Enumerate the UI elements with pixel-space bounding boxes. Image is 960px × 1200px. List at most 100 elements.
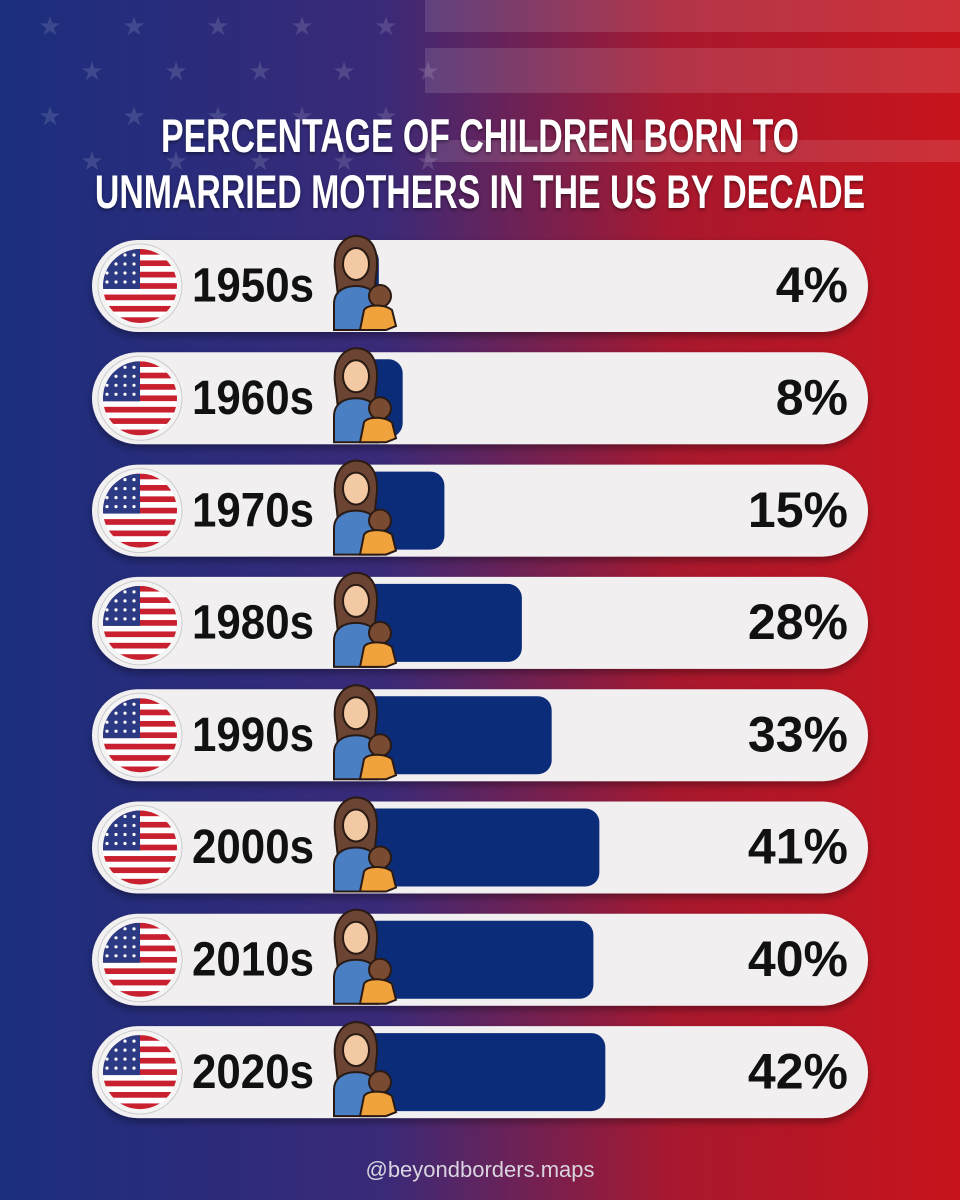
flag-star — [123, 590, 127, 594]
flag-star — [132, 496, 136, 500]
flag-stripe — [103, 861, 177, 868]
flag-star — [114, 392, 118, 396]
flag-star — [123, 262, 127, 266]
flag-stripe — [103, 962, 177, 969]
flag-star — [105, 392, 109, 396]
flag-stripe — [103, 317, 177, 323]
flag-star — [132, 729, 136, 733]
flag-stripe — [103, 766, 177, 773]
mother-icon — [333, 571, 398, 668]
child-body — [358, 529, 398, 556]
mother-icon — [333, 347, 398, 444]
child-head — [368, 396, 392, 421]
flag-star — [114, 505, 118, 509]
flag-stripe — [103, 412, 177, 419]
star: ★ — [38, 11, 61, 41]
flag-star — [114, 383, 118, 387]
face — [342, 247, 370, 281]
flag — [97, 243, 183, 329]
flag-star — [132, 702, 136, 706]
star: ★ — [290, 11, 313, 41]
flag-star — [132, 487, 136, 491]
face — [342, 583, 370, 618]
star: ★ — [206, 11, 229, 41]
flag-stripe — [103, 1103, 177, 1110]
value-label: 8% — [776, 370, 848, 426]
flag-star — [114, 936, 118, 940]
bar — [355, 808, 600, 887]
child-body — [358, 641, 398, 668]
flag-star — [105, 945, 109, 949]
flag-stripe — [103, 878, 177, 885]
value-label: 42% — [748, 1043, 848, 1099]
flag-star — [132, 271, 136, 275]
category-label: 1960s — [192, 372, 314, 425]
flag-star — [123, 487, 127, 491]
row-pill — [92, 352, 868, 445]
child-head — [368, 733, 392, 758]
flag-stripe — [103, 974, 177, 981]
bar — [355, 583, 522, 662]
flag-stripe — [103, 429, 177, 436]
child-head — [368, 284, 392, 308]
flag-stripe — [103, 1074, 177, 1081]
flag-stripe — [103, 749, 177, 756]
flag-star — [114, 496, 118, 500]
mother-icon — [333, 234, 398, 331]
flag-star — [123, 729, 127, 733]
flag-stripe — [103, 648, 177, 655]
flag-star — [105, 383, 109, 387]
bar — [355, 920, 594, 999]
flag-star — [132, 590, 136, 594]
flag-stripe — [103, 867, 177, 874]
flag-star — [132, 1066, 136, 1070]
flag-stripe — [103, 654, 177, 660]
star: ★ — [164, 56, 187, 86]
flag-star — [105, 608, 109, 612]
flag — [97, 580, 183, 666]
flag-star — [105, 729, 109, 733]
star: ★ — [332, 56, 355, 86]
flag-stripe — [103, 311, 177, 318]
flag-star — [123, 365, 127, 369]
flag-stripe — [103, 850, 177, 857]
flag-star — [123, 271, 127, 275]
flag-star — [105, 271, 109, 275]
flag-stripe — [103, 631, 177, 638]
star: ★ — [164, 146, 187, 176]
flag-star — [132, 1039, 136, 1043]
row: 2010s 40% — [92, 908, 868, 1006]
flag-star — [114, 1066, 118, 1070]
credit: @beyondborders.maps — [365, 1157, 594, 1182]
row: 1950s 4% — [92, 234, 868, 332]
flag-star — [123, 945, 127, 949]
flag-star — [114, 280, 118, 284]
flag — [97, 355, 183, 441]
star: ★ — [38, 101, 61, 131]
flag-stripe — [103, 856, 177, 863]
star: ★ — [416, 146, 439, 176]
flag-stripe — [103, 288, 177, 295]
flag-star — [105, 1057, 109, 1061]
flag-stripe — [103, 300, 177, 307]
flag-star — [132, 392, 136, 396]
flag-star — [132, 253, 136, 257]
flag-star — [132, 478, 136, 482]
flag-star — [132, 841, 136, 846]
star: ★ — [332, 146, 355, 176]
face — [342, 808, 370, 843]
flag-star — [132, 823, 136, 828]
chart-title: PERCENTAGE OF CHILDREN BORN TO UNMARRIED… — [94, 109, 866, 218]
row: 1970s 15% — [92, 459, 868, 557]
flag-star — [132, 365, 136, 369]
star: ★ — [122, 101, 145, 131]
mother-icon — [333, 459, 398, 556]
flag-star — [132, 814, 136, 819]
flag-stripe — [103, 1086, 177, 1093]
face — [342, 471, 370, 506]
row-pill — [92, 464, 868, 557]
flag-star — [123, 383, 127, 387]
star: ★ — [206, 101, 229, 131]
flag-body — [103, 361, 177, 436]
flag-star — [123, 478, 127, 482]
